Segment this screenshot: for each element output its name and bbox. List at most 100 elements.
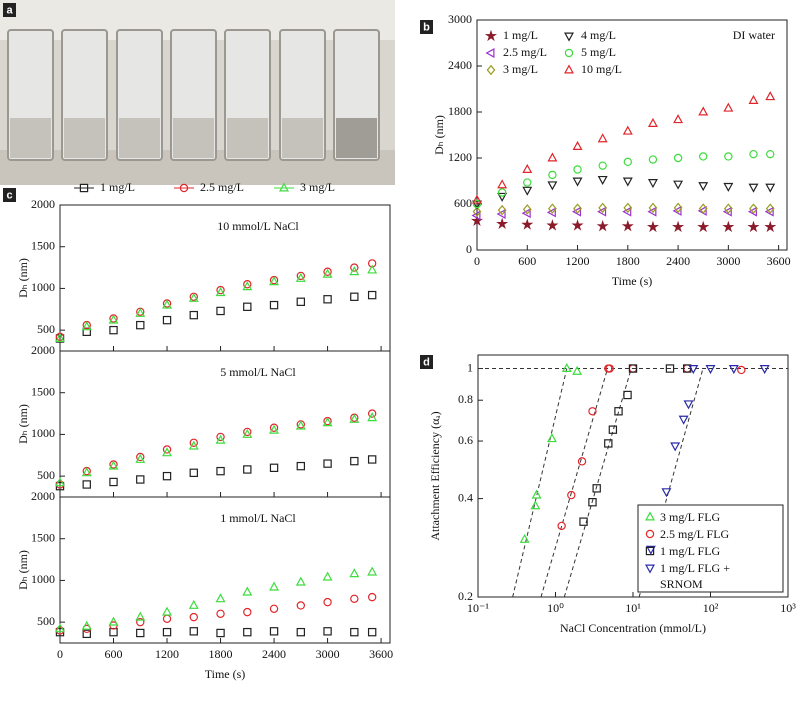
legend-label: 1 mg/L — [503, 28, 538, 42]
marker — [596, 219, 609, 232]
marker — [216, 306, 225, 316]
marker — [269, 424, 280, 434]
marker — [497, 179, 508, 189]
legend-marker — [486, 64, 496, 76]
marker — [162, 299, 173, 309]
marker — [572, 140, 583, 150]
x-tick-label: 10² — [703, 601, 719, 615]
marker — [673, 202, 683, 214]
legend-marker — [645, 529, 655, 539]
marker — [472, 194, 482, 204]
marker — [608, 425, 618, 434]
marker — [683, 400, 694, 410]
marker — [243, 607, 252, 617]
marker — [737, 365, 746, 375]
marker — [243, 302, 252, 311]
fit-line — [563, 368, 632, 598]
legend-label: 10 mg/L — [581, 62, 622, 76]
marker — [766, 149, 775, 159]
panel: 0.2 0.4 0.6 0.8 1 10⁻¹ 10⁰ 10¹ 10² 10³ NaCl Concen… — [428, 354, 796, 635]
fit-line — [638, 368, 704, 598]
marker — [672, 205, 682, 216]
marker — [82, 480, 91, 489]
marker — [81, 467, 92, 477]
marker — [269, 627, 279, 636]
marker — [749, 149, 758, 159]
marker — [296, 601, 306, 610]
marker — [622, 125, 633, 135]
marker — [698, 106, 709, 116]
legend-marker — [645, 564, 655, 574]
marker — [605, 364, 614, 373]
fit-line — [512, 368, 568, 598]
x-tick-label: 1800 — [616, 254, 640, 268]
marker — [367, 455, 377, 464]
marker — [296, 297, 306, 306]
marker — [665, 364, 675, 373]
marker — [747, 220, 760, 233]
marker — [573, 165, 582, 174]
marker — [296, 271, 306, 281]
marker — [647, 206, 657, 217]
panel-label-box — [3, 188, 16, 202]
y-tick-label: 500 — [37, 614, 55, 628]
y-tick-label: 1000 — [31, 572, 55, 586]
marker — [162, 627, 172, 637]
panel: 500 1000 1500 2000 Dₕ (nm) 5 mmol/L NaCl — [16, 343, 391, 498]
marker — [614, 407, 623, 416]
legend-marker — [564, 48, 574, 58]
marker — [604, 439, 613, 448]
y-tick-label: 500 — [37, 322, 55, 336]
marker — [522, 163, 533, 173]
marker — [55, 332, 65, 342]
marker — [189, 468, 198, 478]
legend-box — [637, 504, 784, 593]
legend-label: 2.5 mg/L FLG — [660, 527, 730, 541]
marker — [108, 460, 119, 470]
marker — [367, 264, 378, 274]
marker — [698, 203, 708, 214]
marker — [765, 91, 776, 101]
marker — [678, 415, 689, 425]
photo — [0, 0, 395, 185]
marker — [269, 581, 280, 591]
marker — [188, 292, 199, 302]
marker — [242, 586, 253, 596]
legend-label: 3 mg/L FLG — [660, 510, 721, 524]
marker — [136, 628, 145, 638]
panel-label: c — [6, 189, 12, 201]
plot-frame — [59, 496, 391, 644]
marker — [497, 204, 507, 216]
y-tick-label: 1000 — [31, 426, 55, 440]
marker — [189, 438, 198, 447]
marker — [323, 597, 332, 607]
marker — [522, 204, 532, 215]
marker — [748, 183, 759, 193]
marker — [81, 321, 92, 331]
panel: 0 600 1200 1800 2400 3000 0 600 1200 1800 2400 3000… — [432, 12, 791, 288]
marker — [269, 300, 279, 310]
annotation: DI water — [733, 28, 775, 42]
marker — [688, 365, 699, 375]
y-tick-label: 0.4 — [458, 490, 473, 504]
panel-label-box — [420, 20, 433, 34]
y-tick-label: 2400 — [448, 58, 472, 72]
marker — [648, 202, 658, 214]
marker — [367, 566, 378, 576]
marker — [367, 412, 378, 422]
x-tick-label: 1800 — [209, 647, 233, 661]
panel-label-box — [3, 3, 16, 17]
panel-label: a — [6, 4, 13, 16]
marker — [597, 206, 607, 217]
marker — [269, 463, 279, 473]
legend-marker — [564, 32, 574, 42]
panel-label: b — [423, 21, 430, 33]
marker — [670, 442, 681, 452]
marker — [189, 627, 198, 636]
legend-label: 3 mg/L — [503, 62, 538, 76]
marker — [672, 220, 685, 233]
legend-label: 2.5 mg/L — [200, 180, 244, 194]
fit-line — [540, 368, 609, 598]
y-tick-label: 2000 — [31, 343, 55, 357]
y-tick-label: 500 — [37, 468, 55, 482]
